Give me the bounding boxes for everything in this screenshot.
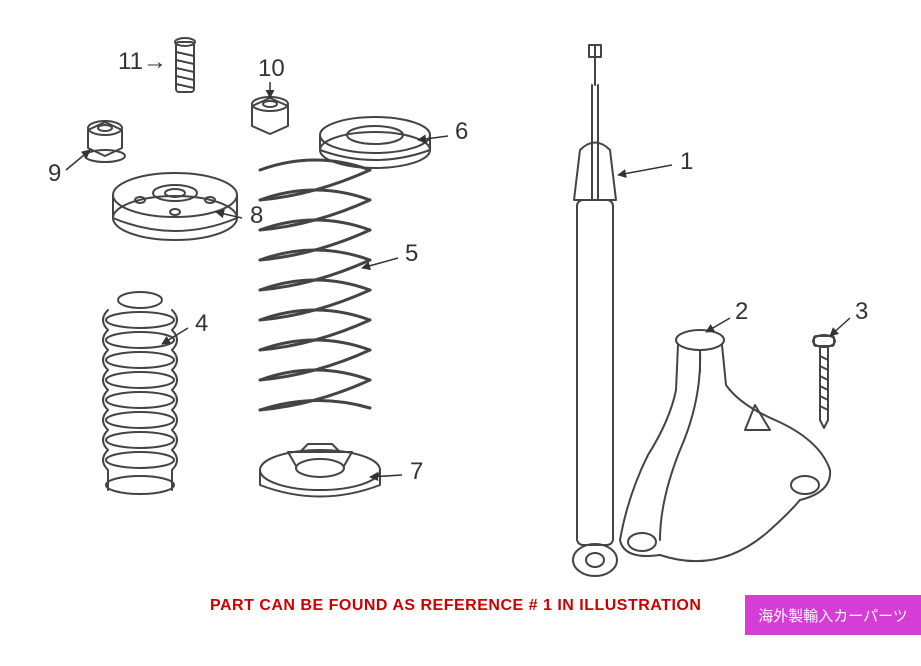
- part-9-hex-nut: [85, 121, 125, 162]
- part-11-stud: [175, 38, 195, 92]
- diagram-stage: 1 2 3 4 5 6 7 8 9 10 11→ PART CAN BE FOU…: [0, 0, 921, 666]
- label-9: 9: [48, 160, 61, 188]
- leader-4: [162, 328, 188, 344]
- reference-note: PART CAN BE FOUND AS REFERENCE # 1 IN IL…: [210, 597, 701, 615]
- leader-8: [216, 212, 242, 218]
- leader-1: [618, 165, 672, 175]
- part-5-coil-spring: [260, 160, 370, 410]
- part-8-strut-mount: [113, 173, 237, 240]
- label-3: 3: [855, 298, 868, 326]
- leader-6: [418, 136, 448, 140]
- import-parts-badge: 海外製輸入カーパーツ: [745, 595, 921, 635]
- part-3-bolt: [813, 335, 835, 428]
- label-4: 4: [195, 310, 208, 338]
- leader-2: [706, 318, 730, 332]
- label-2: 2: [735, 298, 748, 326]
- label-6: 6: [455, 118, 468, 146]
- label-8: 8: [250, 202, 263, 230]
- part-10-hex-nut: [252, 97, 288, 134]
- label-10: 10: [258, 55, 285, 83]
- part-4-dust-boot: [103, 292, 177, 494]
- label-7: 7: [410, 458, 423, 486]
- label-5: 5: [405, 240, 418, 268]
- part-7-lower-spring-seat: [260, 444, 380, 497]
- label-11: 11→: [118, 48, 167, 76]
- leader-3: [830, 318, 850, 336]
- label-1: 1: [680, 148, 693, 176]
- leader-9: [66, 150, 90, 170]
- parts-illustration: [0, 0, 921, 666]
- part-2-yoke: [620, 330, 830, 561]
- part-1-shock-absorber: [573, 45, 617, 576]
- leader-7: [370, 475, 402, 477]
